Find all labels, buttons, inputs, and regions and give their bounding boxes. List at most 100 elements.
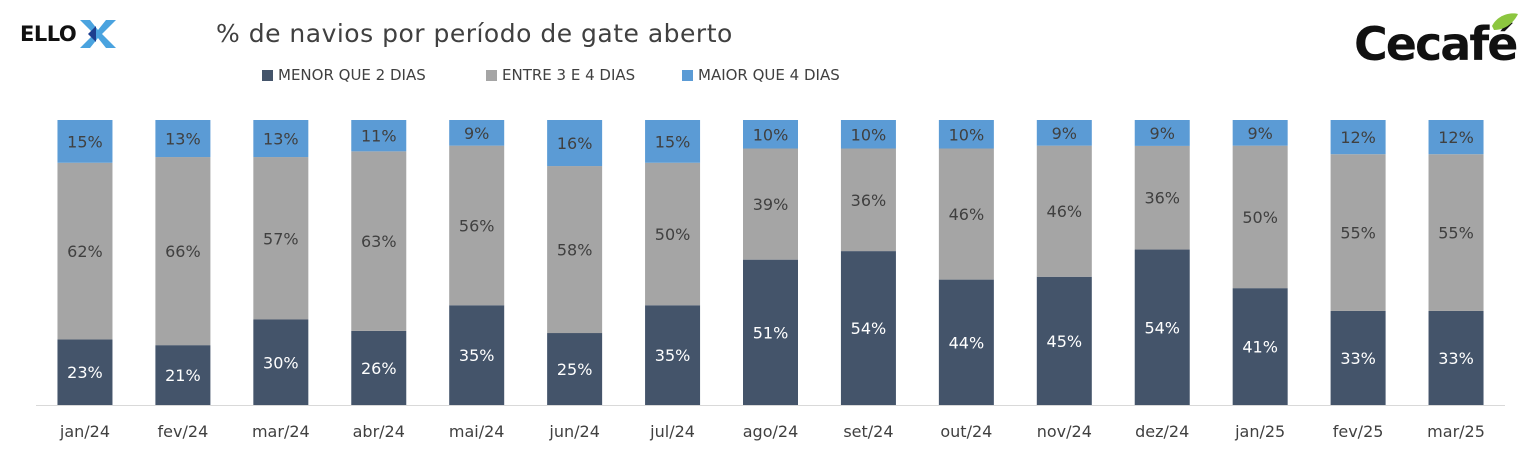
data-label-3-8: 10% bbox=[753, 125, 789, 144]
ello-logo: ELLO bbox=[20, 16, 118, 52]
legend-swatch-1 bbox=[262, 69, 273, 81]
bar-segment-2-6 bbox=[547, 166, 603, 334]
bar-segment-3-7 bbox=[645, 120, 701, 163]
bar-segment-3-11 bbox=[1036, 120, 1092, 146]
x-tick-label-11: nov/24 bbox=[1037, 422, 1092, 441]
bar-segment-3-5 bbox=[449, 120, 505, 146]
data-label-2-6: 58% bbox=[557, 241, 593, 260]
bar-segment-1-6 bbox=[547, 333, 603, 405]
bar-segment-1-11 bbox=[1036, 276, 1092, 405]
bar-segment-3-9 bbox=[840, 120, 896, 149]
legend-label-1: MENOR QUE 2 DIAS bbox=[278, 66, 426, 84]
legend-item-2: ENTRE 3 E 4 DIAS bbox=[486, 66, 682, 84]
data-label-2-5: 56% bbox=[459, 216, 495, 235]
data-label-2-14: 55% bbox=[1340, 224, 1376, 243]
data-label-1-1: 23% bbox=[67, 363, 103, 382]
legend-item-1: MENOR QUE 2 DIAS bbox=[262, 66, 486, 84]
data-label-1-8: 51% bbox=[753, 323, 789, 342]
bar-segment-1-7 bbox=[645, 305, 701, 405]
data-label-3-15: 12% bbox=[1438, 128, 1474, 147]
data-label-1-11: 45% bbox=[1047, 332, 1083, 351]
data-label-2-15: 55% bbox=[1438, 224, 1474, 243]
data-label-2-13: 50% bbox=[1242, 208, 1278, 227]
data-label-3-3: 13% bbox=[263, 130, 299, 149]
data-label-1-5: 35% bbox=[459, 346, 495, 365]
data-label-1-2: 21% bbox=[165, 366, 201, 385]
data-label-1-14: 33% bbox=[1340, 349, 1376, 368]
data-label-1-3: 30% bbox=[263, 353, 299, 372]
x-tick-label-14: fev/25 bbox=[1333, 422, 1384, 441]
data-label-3-13: 9% bbox=[1247, 124, 1272, 143]
cecafe-logo: Cecafé bbox=[1352, 10, 1520, 72]
data-label-3-12: 9% bbox=[1150, 124, 1175, 143]
data-label-1-10: 44% bbox=[949, 333, 985, 352]
data-label-2-10: 46% bbox=[949, 205, 985, 224]
data-label-3-2: 13% bbox=[165, 130, 201, 149]
data-label-2-8: 39% bbox=[753, 195, 789, 214]
bar-segment-1-14 bbox=[1330, 310, 1386, 405]
data-label-2-1: 62% bbox=[67, 242, 103, 261]
x-axis-ticks: jan/24 fev/24 mar/24 abr/24 mai/24 jun/24 jul/… bbox=[59, 422, 1485, 441]
data-label-3-14: 12% bbox=[1340, 128, 1376, 147]
bar-segment-2-15 bbox=[1428, 154, 1484, 311]
bar-segment-3-3 bbox=[253, 120, 309, 158]
bar-segment-2-12 bbox=[1134, 145, 1190, 250]
bar-segment-1-1 bbox=[57, 339, 113, 405]
bars-group: 23% 62% 15% 21% 66% 13% 30% 57% 13% 26% 63% 11% 35% 5… bbox=[57, 120, 1484, 405]
data-label-3-9: 10% bbox=[851, 125, 887, 144]
x-tick-label-4: abr/24 bbox=[353, 422, 405, 441]
bar-segment-2-4 bbox=[351, 151, 407, 331]
legend-item-3: MAIOR QUE 4 DIAS bbox=[682, 66, 840, 84]
bar-segment-2-2 bbox=[155, 157, 211, 346]
data-label-2-12: 36% bbox=[1144, 189, 1180, 208]
bar-segment-3-1 bbox=[57, 120, 113, 163]
bar-segment-3-12 bbox=[1134, 120, 1190, 146]
bar-segment-2-11 bbox=[1036, 145, 1092, 277]
data-label-2-7: 50% bbox=[655, 225, 691, 244]
x-tick-label-2: fev/24 bbox=[158, 422, 209, 441]
data-label-3-5: 9% bbox=[464, 124, 489, 143]
data-label-2-3: 57% bbox=[263, 229, 299, 248]
data-label-1-4: 26% bbox=[361, 359, 397, 378]
bar-segment-1-2 bbox=[155, 345, 211, 405]
data-label-2-11: 46% bbox=[1047, 202, 1083, 221]
bar-segment-1-4 bbox=[351, 330, 407, 405]
cecafe-logo-text: Cecafé bbox=[1354, 17, 1516, 71]
bar-segment-3-4 bbox=[351, 120, 407, 152]
bar-segment-1-9 bbox=[840, 251, 896, 405]
x-tick-label-10: out/24 bbox=[940, 422, 992, 441]
bar-segment-2-9 bbox=[840, 148, 896, 252]
data-label-3-10: 10% bbox=[949, 125, 985, 144]
bar-segment-2-10 bbox=[938, 148, 994, 280]
legend-label-3: MAIOR QUE 4 DIAS bbox=[698, 66, 840, 84]
chart-legend: MENOR QUE 2 DIAS ENTRE 3 E 4 DIAS MAIOR … bbox=[262, 64, 840, 86]
bar-segment-2-7 bbox=[645, 162, 701, 306]
x-tick-label-3: mar/24 bbox=[252, 422, 310, 441]
data-label-3-6: 16% bbox=[557, 134, 593, 153]
x-tick-label-7: jul/24 bbox=[649, 422, 695, 441]
bar-segment-2-3 bbox=[253, 157, 309, 320]
x-tick-label-1: jan/24 bbox=[59, 422, 110, 441]
bar-segment-2-1 bbox=[57, 162, 113, 340]
bar-segment-3-8 bbox=[743, 120, 798, 149]
data-label-3-7: 15% bbox=[655, 132, 691, 151]
ello-x-mark-icon bbox=[80, 20, 117, 48]
data-label-3-11: 9% bbox=[1052, 124, 1077, 143]
data-label-1-7: 35% bbox=[655, 346, 691, 365]
x-tick-label-9: set/24 bbox=[843, 422, 893, 441]
legend-label-2: ENTRE 3 E 4 DIAS bbox=[502, 66, 636, 84]
bar-segment-1-12 bbox=[1134, 249, 1190, 405]
bar-segment-3-10 bbox=[938, 120, 994, 149]
x-tick-label-8: ago/24 bbox=[743, 422, 799, 441]
cecafe-logo-mark: Cecafé bbox=[1354, 13, 1518, 71]
ello-logo-text: ELLO bbox=[20, 22, 77, 46]
bar-segment-1-3 bbox=[253, 319, 309, 405]
data-label-1-9: 54% bbox=[851, 319, 887, 338]
x-tick-label-15: mar/25 bbox=[1427, 422, 1485, 441]
bar-segment-3-2 bbox=[155, 120, 211, 158]
bar-segment-2-8 bbox=[743, 148, 798, 260]
bar-segment-1-13 bbox=[1232, 288, 1288, 405]
data-label-1-15: 33% bbox=[1438, 349, 1474, 368]
data-label-2-9: 36% bbox=[851, 191, 887, 210]
